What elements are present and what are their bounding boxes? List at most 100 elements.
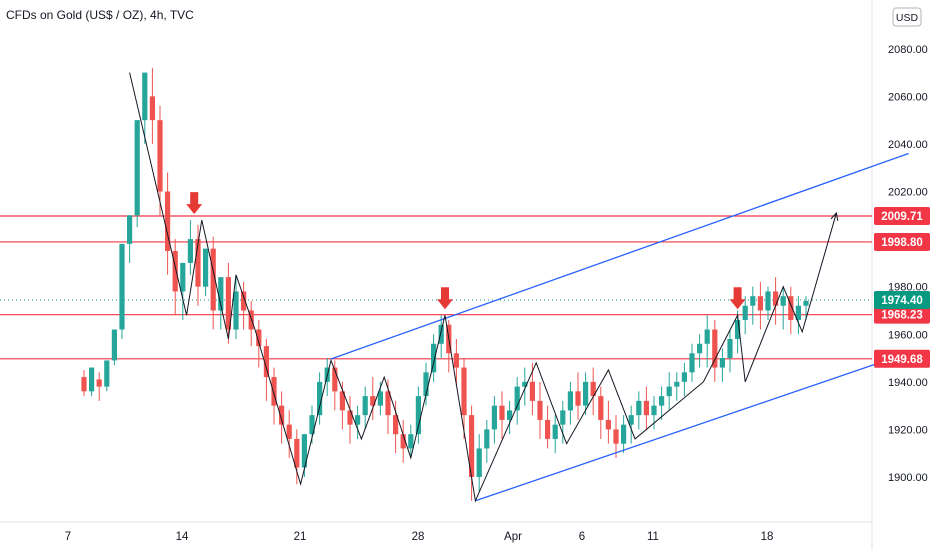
- candle-body: [362, 396, 368, 416]
- candle-body: [339, 391, 345, 411]
- candle-body: [795, 305, 801, 320]
- candle-body: [127, 215, 133, 244]
- candle-body: [89, 367, 95, 392]
- price-tick-label: 2060.00: [888, 91, 928, 103]
- candle-body: [476, 448, 482, 477]
- currency-box[interactable]: [892, 7, 922, 27]
- candle-body: [757, 296, 763, 311]
- candle-body: [552, 424, 558, 439]
- price-label-text: 1949.68: [881, 354, 923, 366]
- candle-body: [81, 377, 87, 392]
- candle-body: [438, 324, 444, 344]
- price-label-text: 1974.40: [881, 295, 923, 307]
- price-tick-label: 2020.00: [888, 187, 928, 199]
- candle-body: [712, 329, 718, 368]
- candle-body: [636, 400, 642, 416]
- price-label-text: 1998.80: [881, 237, 923, 249]
- candle-body: [271, 377, 277, 406]
- candle-body: [666, 386, 672, 397]
- time-axis[interactable]: 7 14 21 28 Apr 6 11 18: [65, 531, 774, 543]
- price-tick-label: 2080.00: [888, 44, 928, 56]
- candle-body: [742, 305, 748, 320]
- price-label-box: [874, 291, 930, 310]
- candle-body: [567, 391, 573, 411]
- candle-body: [195, 239, 201, 287]
- channel-upper-line[interactable]: [330, 152, 909, 360]
- candle-body: [225, 277, 231, 330]
- candle-body: [499, 405, 505, 420]
- candle-body: [643, 400, 649, 416]
- candle-body: [165, 191, 171, 251]
- candle-body: [149, 96, 155, 121]
- candle-body: [385, 391, 391, 416]
- down-arrow-icon: [186, 192, 203, 215]
- drawing-lines: [129, 72, 909, 503]
- price-axis[interactable]: 1900.001920.001940.001960.001980.002000.…: [888, 7, 928, 484]
- price-tick-label: 1900.00: [888, 472, 928, 484]
- time-tick-label: 6: [579, 531, 585, 543]
- price-tick-label: 1960.00: [888, 329, 928, 341]
- candle-body: [537, 400, 543, 420]
- candle-body: [415, 396, 421, 435]
- candle-body: [583, 381, 589, 406]
- candle-body: [750, 296, 756, 306]
- candle-body: [332, 367, 338, 392]
- candle-body: [408, 434, 414, 449]
- time-tick-label: 7: [65, 531, 71, 543]
- candle-body: [545, 419, 551, 439]
- candle-body: [590, 381, 596, 397]
- candle-body: [735, 319, 741, 340]
- time-tick-label: 11: [647, 531, 659, 543]
- candle-body: [575, 391, 581, 406]
- candle-body: [393, 415, 399, 435]
- candle-body: [286, 424, 292, 439]
- price-label-text: 1968.23: [881, 310, 923, 322]
- candle-body: [621, 424, 627, 444]
- candle-body: [377, 391, 383, 406]
- candlesticks: [81, 67, 809, 501]
- candle-body: [659, 396, 665, 406]
- candle-body: [142, 72, 148, 121]
- candle-body: [697, 343, 703, 354]
- candle-body: [681, 372, 687, 382]
- time-tick-label: 21: [294, 531, 307, 543]
- candle-body: [469, 415, 475, 477]
- price-label-box: [874, 305, 930, 324]
- candle-body: [461, 367, 467, 416]
- price-tick-label: 2040.00: [888, 139, 928, 151]
- candle-body: [263, 346, 269, 378]
- candle-body: [187, 239, 193, 263]
- candle-body: [347, 410, 353, 425]
- channel-lower-line[interactable]: [475, 357, 894, 502]
- down-arrow-markers: [186, 192, 746, 310]
- candle-body: [96, 379, 102, 387]
- down-arrow-icon: [729, 287, 746, 310]
- chart-title: CFDs on Gold (US$ / OZ), 4h, TVC: [6, 8, 194, 22]
- price-labels: 2009.71 1998.80 1968.23 1949.68 1974.40: [874, 207, 930, 368]
- candle-body: [651, 405, 657, 416]
- currency-label: USD: [896, 12, 919, 24]
- candle-body: [180, 262, 186, 292]
- price-tick-label: 1920.00: [888, 424, 928, 436]
- time-tick-label: 18: [761, 531, 774, 543]
- candle-body: [256, 329, 262, 347]
- candle-body: [773, 291, 779, 306]
- candle-body: [431, 343, 437, 373]
- zigzag-line[interactable]: [129, 72, 837, 503]
- candle-body: [514, 386, 520, 411]
- candle-body: [704, 329, 710, 344]
- price-label-box: [874, 207, 930, 225]
- candle-body: [727, 339, 733, 359]
- candle-body: [317, 381, 323, 416]
- price-label-box: [874, 232, 930, 251]
- candle-body: [780, 296, 786, 306]
- candle-body: [674, 381, 680, 387]
- time-tick-label: 28: [412, 531, 425, 543]
- candle-body: [803, 300, 809, 306]
- candle-body: [233, 291, 239, 330]
- candle-body: [279, 405, 285, 425]
- candle-body: [370, 396, 376, 406]
- time-tick-label: 14: [176, 531, 189, 543]
